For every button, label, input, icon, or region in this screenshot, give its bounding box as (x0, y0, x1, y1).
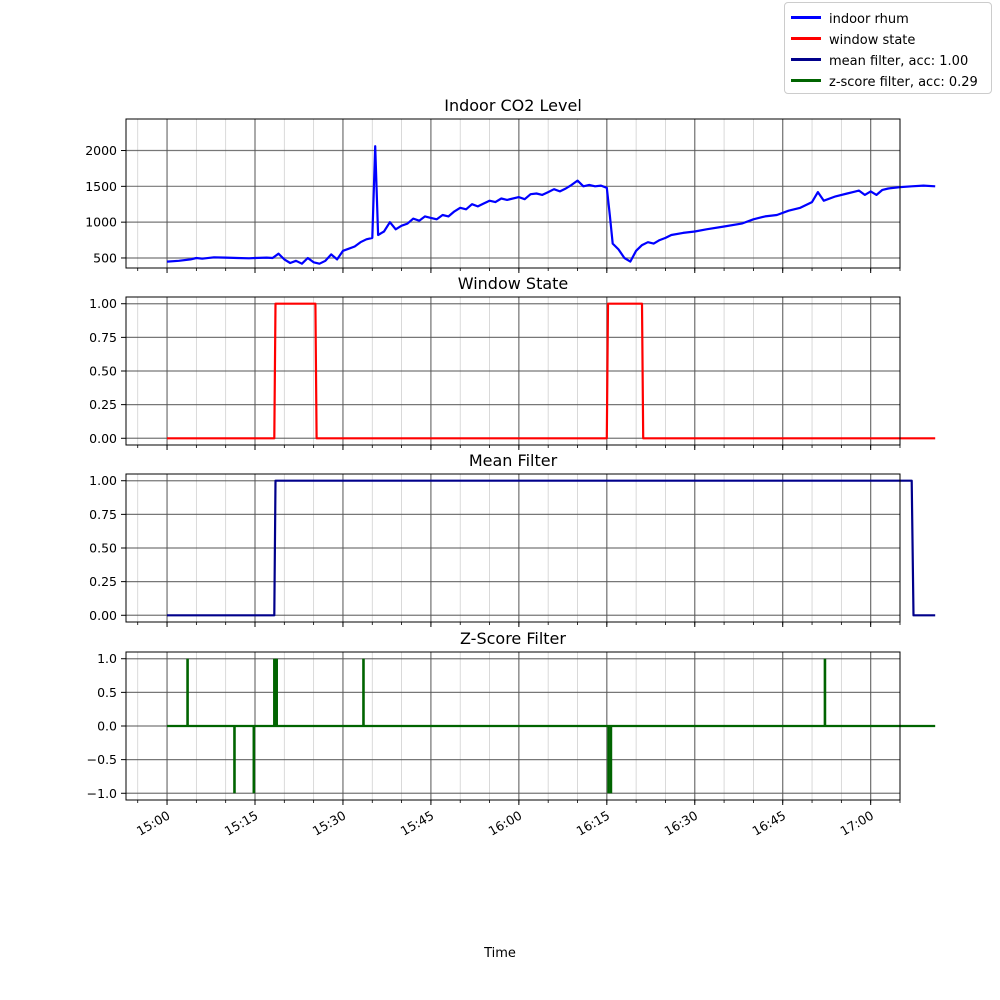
panel-title: Z-Score Filter (460, 629, 566, 648)
legend-item-mean-filter: mean filter, acc: 1.00 (791, 54, 968, 70)
legend-swatch-indoor-rhum (791, 16, 821, 19)
legend-item-zscore-filter: z-score filter, acc: 0.29 (791, 75, 978, 91)
axes-frame (125, 473, 901, 623)
y-tick-label: 0.75 (89, 330, 117, 345)
x-tick-label: 15:00 (134, 808, 173, 839)
x-tick-label: 15:30 (310, 808, 349, 839)
y-tick-label: −1.0 (87, 786, 117, 801)
legend-swatch-mean-filter (791, 58, 821, 61)
x-tick-label: 15:45 (398, 808, 437, 839)
x-tick-label: 16:15 (574, 808, 613, 839)
legend-item-window-state: window state (791, 33, 915, 49)
y-tick-label: 0.5 (97, 685, 117, 700)
legend-item-indoor-rhum: indoor rhum (791, 12, 909, 28)
y-tick-label: 2000 (85, 143, 117, 158)
panel-title: Mean Filter (469, 451, 558, 470)
legend-label: z-score filter, acc: 0.29 (829, 75, 978, 90)
series-line (166, 145, 936, 265)
y-tick-label: 0.25 (89, 574, 117, 589)
series-line (167, 302, 936, 440)
axes-frame (125, 651, 901, 801)
y-tick-label: 0.50 (89, 541, 117, 556)
axes-frame (125, 118, 901, 269)
y-tick-label: 1000 (85, 215, 117, 230)
y-tick-label: 0.00 (89, 431, 117, 446)
y-tick-label: 0.25 (89, 397, 117, 412)
x-tick-label: 16:45 (750, 808, 789, 839)
panel-title: Window State (458, 274, 569, 293)
series-line (167, 479, 936, 617)
panel-title: Indoor CO2 Level (444, 96, 582, 115)
y-tick-label: 1.0 (97, 651, 117, 666)
legend-swatch-window-state (791, 37, 821, 40)
x-tick-label: 16:00 (486, 808, 525, 839)
x-tick-label: 17:00 (837, 808, 876, 839)
axes-frame (125, 296, 901, 446)
y-tick-label: 1500 (85, 179, 117, 194)
y-tick-label: 0.75 (89, 507, 117, 522)
y-tick-label: 1.00 (89, 296, 117, 311)
y-tick-label: 1.00 (89, 473, 117, 488)
y-tick-label: −0.5 (87, 752, 117, 767)
legend-label: indoor rhum (829, 12, 909, 27)
y-tick-label: 0.50 (89, 364, 117, 379)
legend: indoor rhum window state mean filter, ac… (784, 2, 992, 94)
y-tick-label: 0.00 (89, 608, 117, 623)
y-tick-label: 0.0 (97, 719, 117, 734)
legend-swatch-zscore-filter (791, 79, 821, 82)
legend-label: window state (829, 33, 916, 48)
x-tick-label: 15:15 (222, 808, 261, 839)
y-tick-label: 500 (93, 250, 117, 265)
x-tick-label: 16:30 (662, 808, 701, 839)
legend-label: mean filter, acc: 1.00 (829, 54, 969, 69)
x-axis-label: Time (484, 946, 516, 961)
